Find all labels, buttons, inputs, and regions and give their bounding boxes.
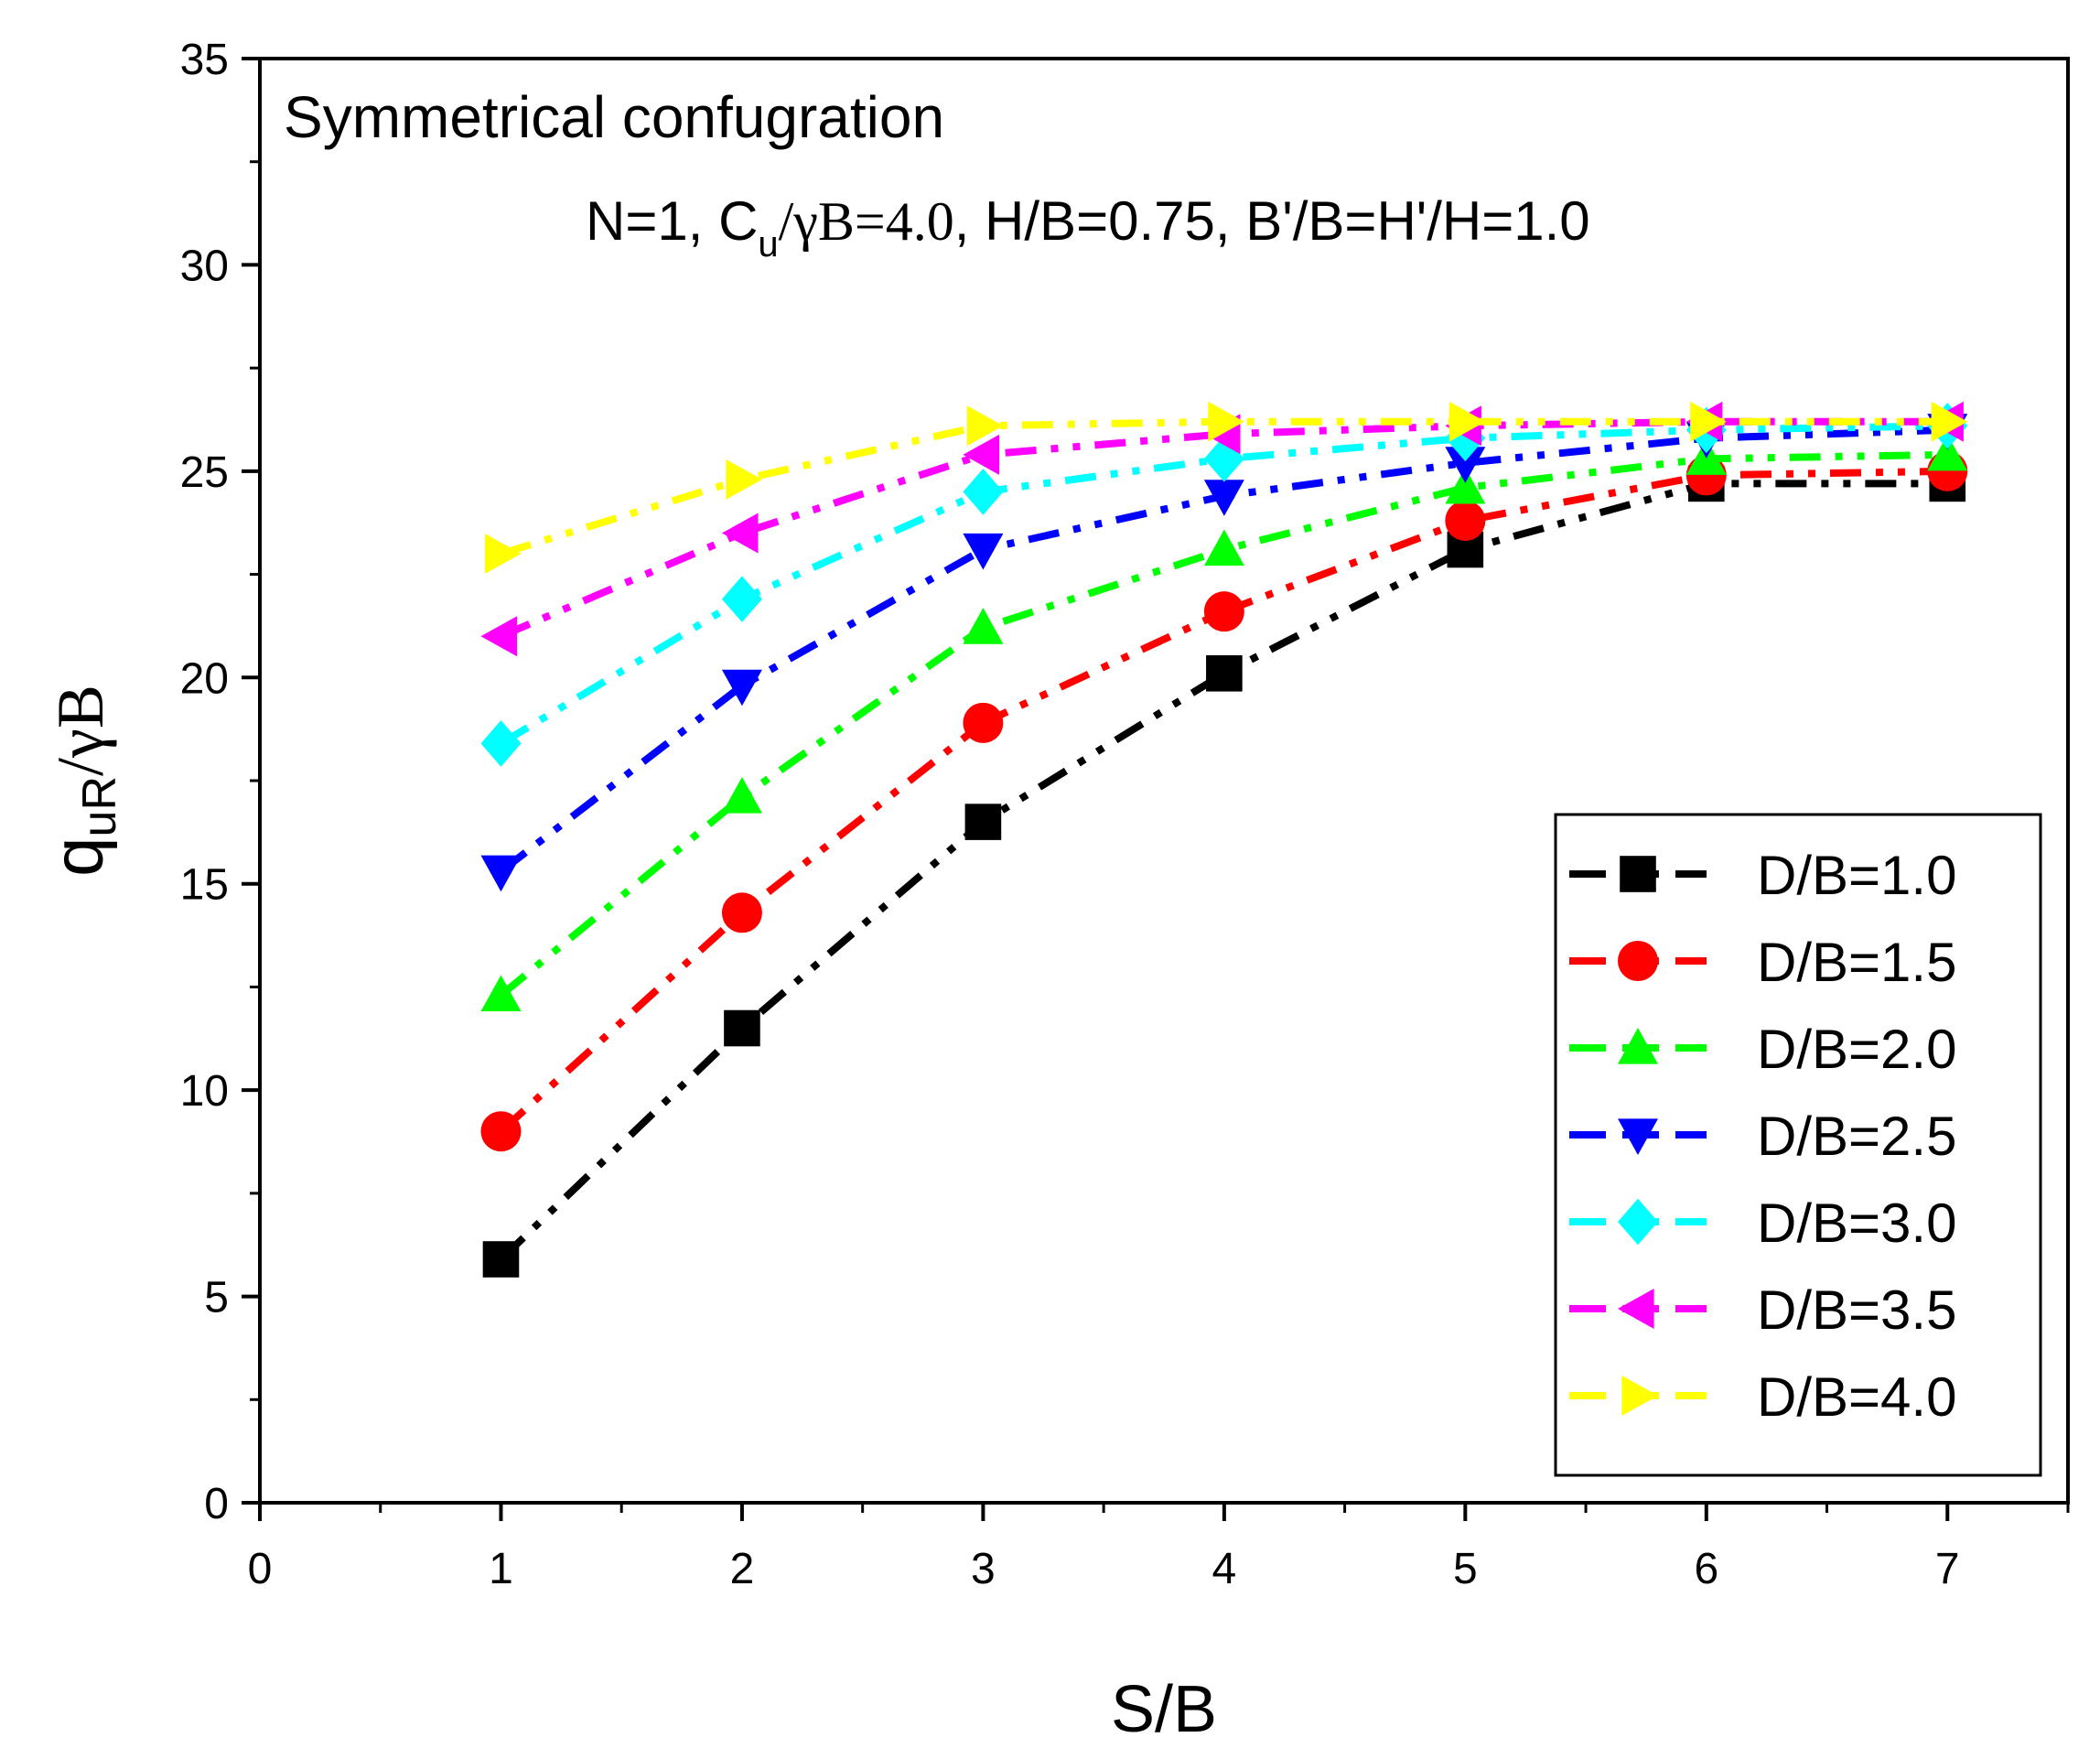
data-point — [963, 434, 999, 475]
legend-label: D/B=1.0 — [1757, 845, 1956, 906]
data-point — [1690, 401, 1727, 442]
data-point — [963, 608, 1004, 644]
legend-label: D/B=2.5 — [1757, 1106, 1956, 1167]
data-point — [963, 469, 1004, 515]
series-D/B=4.0 — [484, 401, 1968, 575]
legend-item: D/B=4.0 — [1569, 1366, 1956, 1428]
annotation-configuration: Symmetrical confugration — [284, 84, 944, 150]
series-D/B=3.0 — [480, 402, 1968, 767]
y-axis: 0 5 10 15 20 25 30 35 — [180, 36, 260, 1528]
legend-item: D/B=1.0 — [1569, 845, 1956, 906]
x-tick-label: 6 — [1694, 1545, 1718, 1593]
data-point — [1203, 529, 1244, 567]
legend-item: D/B=3.0 — [1569, 1192, 1956, 1254]
data-point — [721, 513, 759, 554]
x-axis-title: S/B — [1111, 1673, 1217, 1746]
data-point — [484, 534, 522, 575]
y-axis-title: quR/γB — [38, 685, 126, 877]
annotation-prefix: N=1, C — [586, 190, 758, 252]
legend-marker — [1618, 941, 1658, 981]
y-tick-label: 0 — [204, 1480, 229, 1528]
data-point — [480, 1111, 522, 1152]
data-point — [964, 804, 1002, 840]
legend-marker — [1618, 1198, 1658, 1246]
y-tick-label: 10 — [180, 1067, 229, 1116]
legend-marker — [1618, 1289, 1654, 1329]
y-tick-label: 25 — [180, 448, 229, 497]
legend-marker — [1620, 856, 1656, 892]
legend-label: D/B=2.0 — [1757, 1019, 1956, 1080]
data-point — [480, 975, 522, 1012]
x-tick-label: 2 — [730, 1545, 755, 1593]
data-point — [966, 405, 1004, 447]
legend-label: D/B=3.5 — [1757, 1279, 1956, 1341]
legend-label: D/B=1.5 — [1757, 932, 1956, 993]
data-point — [726, 459, 762, 500]
data-point — [1208, 401, 1244, 442]
legend-label: D/B=4.0 — [1757, 1366, 1956, 1428]
series-layer — [480, 401, 1968, 1278]
x-tick-label: 1 — [489, 1545, 513, 1593]
y-axis-title-main: q — [38, 836, 118, 876]
y-tick-label: 35 — [180, 36, 229, 84]
legend-item: D/B=1.5 — [1569, 932, 1956, 993]
data-point — [963, 533, 1004, 570]
data-point — [1445, 447, 1486, 483]
data-point — [482, 1241, 520, 1278]
x-tick-label: 0 — [248, 1545, 273, 1593]
data-point — [1445, 500, 1486, 541]
x-tick-label: 4 — [1212, 1545, 1237, 1593]
x-tick-label: 7 — [1935, 1545, 1960, 1593]
data-point — [1203, 591, 1244, 632]
y-tick-label: 15 — [180, 861, 229, 910]
data-point — [721, 669, 762, 707]
annotation-subscript: u — [758, 224, 778, 264]
data-point — [963, 702, 1004, 743]
data-point — [1927, 434, 1968, 471]
y-tick-label: 30 — [180, 242, 229, 290]
y-tick-label: 5 — [204, 1274, 229, 1322]
legend-item: D/B=2.5 — [1569, 1106, 1956, 1167]
legend-item: D/B=3.5 — [1569, 1279, 1956, 1341]
legend-item: D/B=2.0 — [1569, 1019, 1956, 1080]
legend-marker — [1618, 1118, 1658, 1155]
annotation-parameters: N=1, Cu/γB=4.0, H/B=0.75, B'/B=H'/H=1.0 — [586, 190, 1590, 264]
data-point — [721, 576, 762, 622]
y-axis-title-suffix: /γB — [44, 685, 117, 776]
data-point — [480, 616, 518, 657]
data-point — [1206, 654, 1243, 692]
x-axis: 0 1 2 3 4 5 6 7 — [248, 1503, 2070, 1593]
data-point — [724, 1009, 760, 1047]
data-point — [1931, 401, 1968, 442]
annotation-suffix: , H/B=0.75, B'/B=H'/H=1.0 — [954, 190, 1590, 252]
data-point — [480, 855, 522, 892]
legend-label: D/B=3.0 — [1757, 1192, 1956, 1254]
data-point — [1203, 480, 1244, 516]
series-D/B=2.0 — [480, 434, 1968, 1012]
legend: D/B=1.0 D/B=1.5 D/B=2.0 D/B=2.5 D/B=3.0 D/B=3… — [1554, 813, 2042, 1477]
y-axis-title-sub: uR — [73, 776, 126, 836]
legend-marker — [1621, 1376, 1658, 1416]
y-tick-label: 20 — [180, 654, 229, 703]
x-tick-label: 5 — [1453, 1545, 1478, 1593]
legend-marker — [1618, 1028, 1658, 1064]
data-point — [1445, 467, 1486, 504]
data-point — [480, 720, 522, 767]
annotation-ratio: /γB=4.0 — [779, 191, 954, 252]
data-point — [721, 892, 762, 933]
x-tick-label: 3 — [971, 1545, 996, 1593]
data-point — [721, 777, 762, 814]
data-point — [1448, 401, 1486, 442]
